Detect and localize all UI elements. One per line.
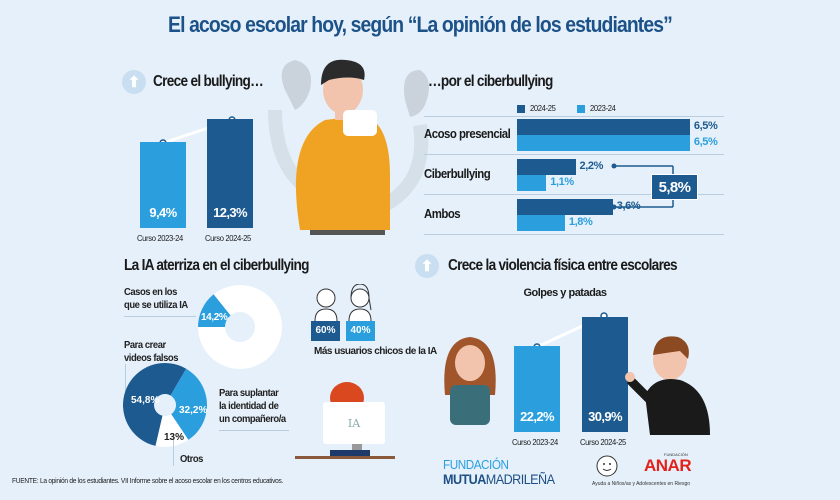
laptop-ia-illustration: IA (295, 382, 395, 459)
hbar-2024-25 (517, 199, 613, 215)
bar-2023-24: 22,2% (514, 346, 560, 432)
legend-swatch-2024-25 (517, 105, 525, 113)
hbar-2024-25 (517, 119, 690, 135)
bar-value: 30,9% (588, 409, 622, 424)
label-videos: Para crear videos falsos (124, 339, 179, 364)
slice-label: 32,2% (179, 405, 208, 416)
slice-label: 14,2% (201, 312, 228, 323)
bar-value: 22,2% (520, 409, 554, 424)
mutua-logo-top: FUNDACIÓN (443, 457, 509, 472)
bar-value: 9,4% (149, 205, 177, 220)
bar-value: 12,3% (213, 205, 247, 220)
up-arrow-icon: ⬆ (415, 254, 439, 278)
category-label: Curso 2023-24 (512, 437, 558, 447)
section-title-ia: La IA aterriza en el ciberbullying (124, 257, 309, 274)
row-label: Acoso presencial (424, 126, 511, 141)
legend-label: 2024-25 (530, 103, 556, 113)
boy-girl-icon (314, 284, 372, 322)
chart-subtitle: Golpes y patadas (523, 287, 607, 299)
legend-swatch-2023-24 (577, 105, 585, 113)
hbar-value: 1,1% (550, 176, 574, 188)
ia-users-caption: Más usuarios chicos de la IA (314, 346, 437, 357)
pie-ia-uses (123, 363, 207, 447)
hbar-value: 6,5% (693, 136, 718, 148)
laptop-label: IA (348, 417, 361, 430)
anar-smiley-icon (596, 455, 618, 477)
anar-logo: ANAR (644, 456, 692, 475)
hbar-2023-24 (517, 175, 547, 191)
bar-2023-24: 9,4% (140, 142, 186, 228)
page-title: El acoso escolar hoy, según “La opinión … (168, 12, 673, 37)
student-illustration (268, 59, 429, 235)
section-title-bullying: Crece el bullying… (153, 73, 264, 90)
bar-2024-25: 30,9% (582, 317, 628, 432)
hbar-value: 1,8% (568, 216, 593, 228)
label-casos: Casos en los que se utiliza IA (124, 286, 188, 311)
hbar-2023-24 (517, 215, 565, 231)
pie-ia-usage (198, 285, 282, 369)
anar-tagline: Ayuda a Niños/as y Adolescentes en Riesg… (592, 481, 691, 487)
hbar-value: 3,6% (616, 200, 641, 212)
hbar-2023-24 (517, 135, 690, 151)
mutua-logo: MUTUAMADRILEÑA (443, 471, 555, 487)
section-title-violencia: Crece la violencia física entre escolare… (448, 257, 678, 274)
girl-illustration (444, 337, 496, 425)
boy-illustration (625, 336, 710, 435)
boys-percentage: 60% (311, 321, 340, 341)
total-badge: 5,8% (651, 174, 698, 200)
label-suplantar: Para suplantar la identidad de un compañer… (219, 387, 286, 425)
anar-logo-small: FUNDACIÓN (664, 452, 688, 457)
category-label: Curso 2023-24 (137, 233, 183, 243)
slice-label: 13% (164, 432, 185, 443)
legend-label: 2023-24 (590, 103, 616, 113)
row-label: Ciberbullying (424, 166, 491, 181)
category-label: Curso 2024-25 (205, 233, 251, 243)
up-arrow-icon: ⬆ (122, 70, 146, 94)
hbar-2024-25 (517, 159, 576, 175)
row-label: Ambos (424, 206, 461, 221)
pie-slice (198, 285, 282, 369)
pie-slice (123, 363, 187, 446)
girls-percentage: 40% (346, 321, 375, 341)
slice-label: 54,8% (131, 395, 160, 406)
pie-slice (155, 414, 189, 447)
source-footer: FUENTE: La opinión de los estudiantes. V… (12, 476, 284, 485)
hbar-value: 2,2% (579, 160, 604, 172)
label-otros: Otros (180, 453, 203, 465)
pie-slice (170, 368, 207, 440)
pie-slice (198, 294, 231, 327)
hbar-value: 6,5% (693, 120, 718, 132)
bar-2024-25: 12,3% (207, 118, 253, 228)
category-label: Curso 2024-25 (580, 437, 626, 447)
section-title-ciberbullying: …por el ciberbullying (428, 73, 553, 90)
